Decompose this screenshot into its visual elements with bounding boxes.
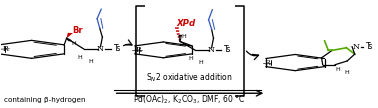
Text: H: H	[72, 40, 76, 45]
Text: Br: Br	[73, 26, 83, 35]
Text: H: H	[88, 59, 93, 64]
Text: Ts: Ts	[224, 45, 231, 54]
Text: N: N	[97, 45, 104, 53]
Text: N: N	[208, 46, 215, 54]
Text: H: H	[182, 34, 186, 39]
Text: R: R	[136, 46, 141, 54]
Text: N: N	[353, 43, 360, 51]
Text: S$_N$2 oxidative addition: S$_N$2 oxidative addition	[146, 71, 232, 84]
Text: R: R	[264, 59, 270, 67]
Text: R: R	[3, 45, 8, 53]
Text: Ts: Ts	[366, 42, 373, 51]
Polygon shape	[67, 33, 73, 38]
Text: XPd: XPd	[177, 19, 195, 28]
Text: H: H	[345, 70, 350, 75]
Text: H: H	[188, 56, 193, 61]
Text: H: H	[198, 60, 203, 65]
Text: Pd(OAc)$_2$, K$_2$CO$_3$, DMF, 60 °C: Pd(OAc)$_2$, K$_2$CO$_3$, DMF, 60 °C	[133, 93, 245, 106]
Text: H: H	[335, 67, 340, 72]
Text: containing β-hydrogen: containing β-hydrogen	[5, 97, 86, 103]
Text: H: H	[77, 55, 82, 60]
Text: Ts: Ts	[114, 44, 121, 53]
